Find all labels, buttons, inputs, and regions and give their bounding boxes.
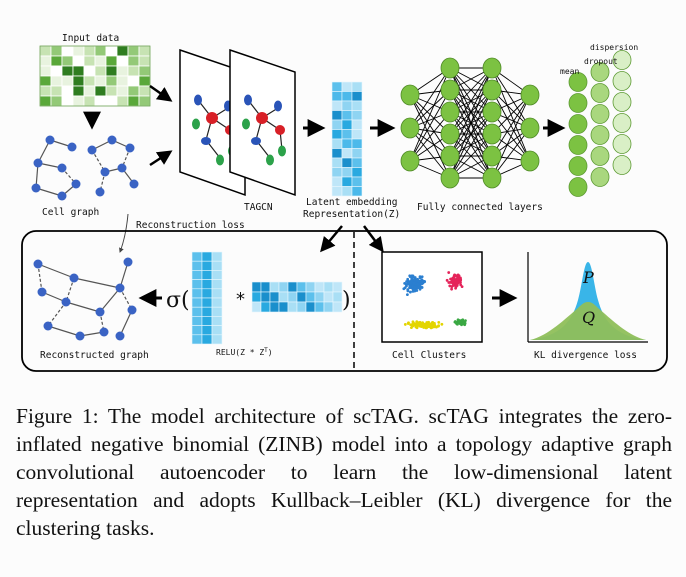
cell-clusters-label: Cell Clusters (392, 350, 466, 361)
reconstructed-graph-label: Reconstructed graph (40, 350, 149, 361)
dropout-label: dropout (584, 57, 618, 66)
kl-loss-label: KL divergence loss (534, 350, 637, 361)
multiply-symbol: * (236, 289, 245, 310)
q-distribution (530, 302, 646, 340)
cell-graph-nodes (31, 135, 139, 201)
sigma-symbol: σ( (166, 288, 190, 313)
dispersion-label: dispersion (590, 43, 638, 52)
input-data-label: Input data (62, 33, 119, 44)
arrow-latent-to-clusters (363, 225, 384, 253)
cell-graph-label: Cell graph (42, 207, 99, 218)
latent-embedding (331, 81, 363, 197)
tagcn-label: TAGCN (244, 202, 273, 213)
cluster-points (402, 271, 467, 330)
reconstruction-loss-arrow (119, 213, 129, 253)
tagcn-graph-2 (242, 94, 286, 166)
z-transpose-matrix (251, 281, 343, 313)
reconstructed-graph-nodes (33, 257, 137, 341)
input-data-heatmap (39, 45, 151, 107)
arrow-graph-to-tagcn (149, 150, 173, 167)
latent-label-line2: Representation(Z) (303, 209, 400, 220)
q-label: Q (582, 308, 595, 327)
mean-label: mean (560, 67, 579, 76)
zinb-output-nodes (568, 50, 632, 197)
close-paren: ) (342, 288, 351, 313)
fc-layers-label: Fully connected layers (417, 202, 543, 213)
reconstruction-loss-label: Reconstruction loss (136, 220, 245, 231)
tagcn-layers (179, 48, 296, 197)
p-label: P (582, 268, 594, 287)
bottom-panel (21, 230, 668, 372)
z-matrix (191, 251, 223, 345)
fully-connected-network (400, 57, 540, 189)
p-distribution (530, 262, 646, 340)
latent-label-line1: Latent embedding (306, 197, 398, 208)
figure-caption: Figure 1: The model architecture of scTA… (16, 404, 672, 540)
arrow-heatmap-to-tagcn (149, 84, 173, 102)
kl-divergence-plot: P Q (527, 252, 648, 343)
arrow-latent-to-decoder (320, 225, 343, 253)
relu-label: RELU(Z * ZT) (216, 347, 273, 357)
